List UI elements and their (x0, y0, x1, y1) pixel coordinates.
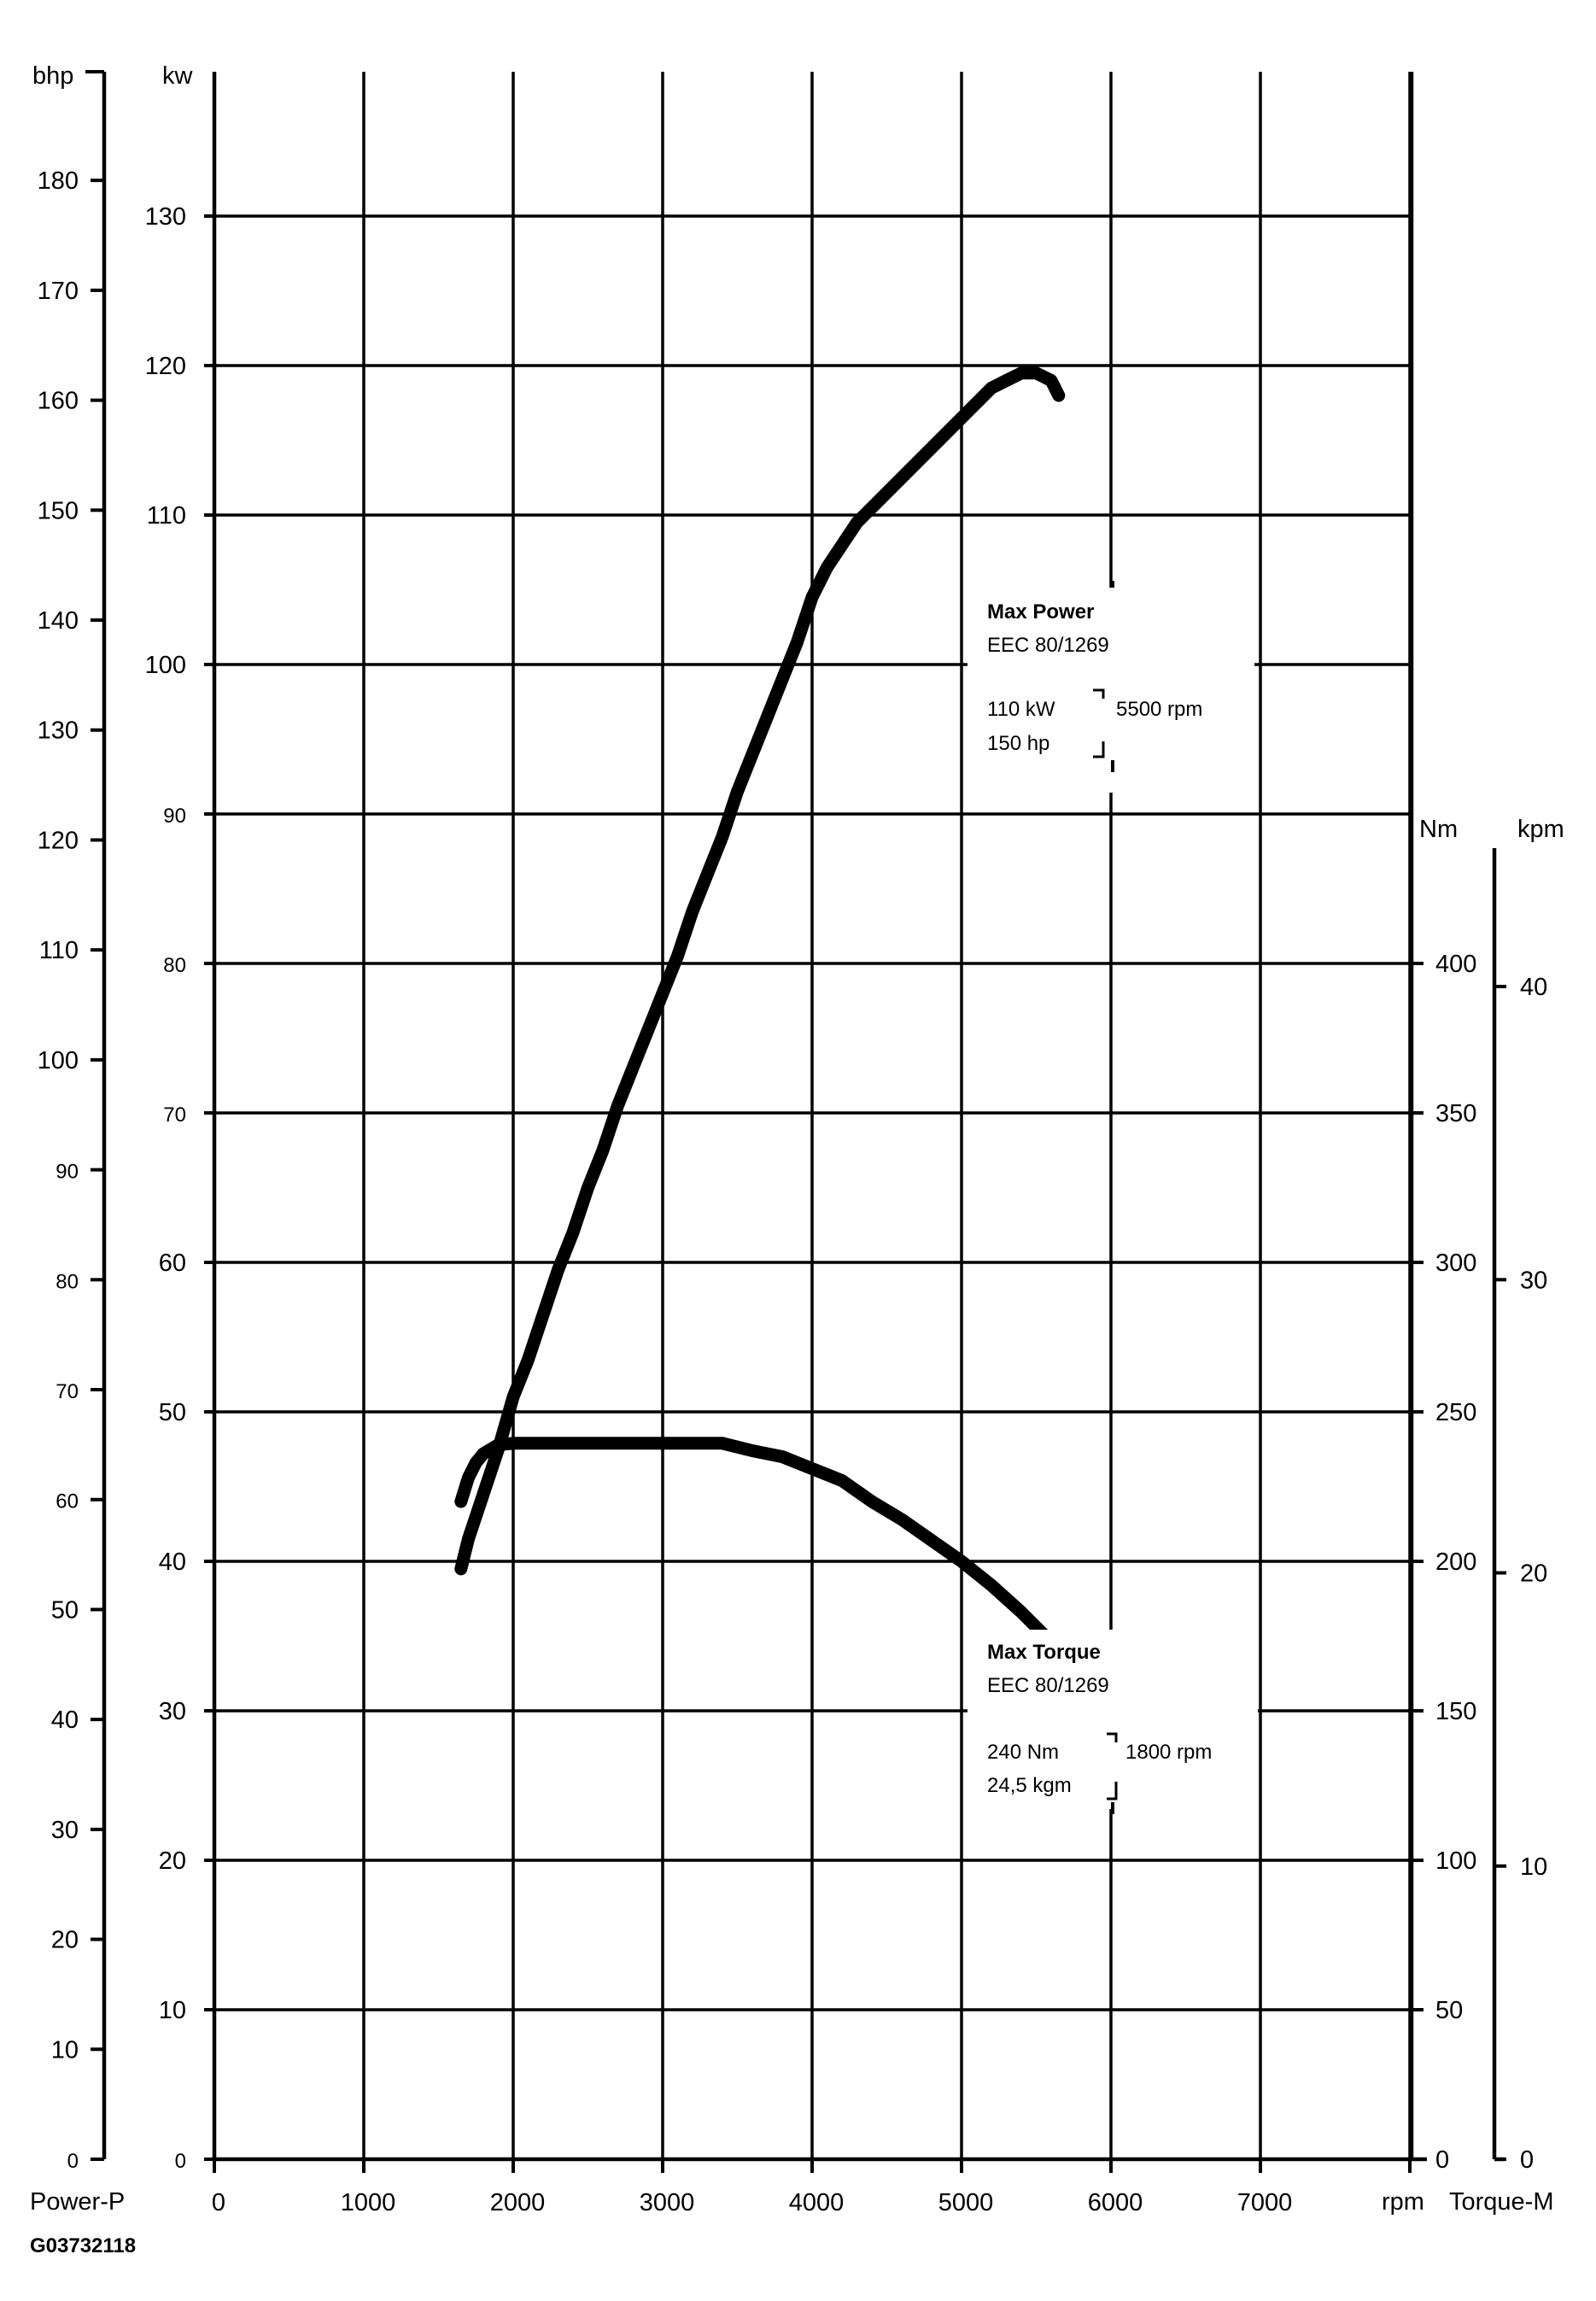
chart-grid (214, 72, 1412, 2159)
rpm-tick-label: 0 (212, 2189, 225, 2216)
bhp-tick-label: 20 (51, 1927, 79, 1954)
max-torque-standard: EEC 80/1269 (987, 1674, 1109, 1697)
kw-tick-label: 40 (159, 1549, 186, 1576)
bhp-tick-label: 160 (38, 388, 79, 415)
bhp-tick-label: 150 (38, 497, 79, 524)
nm-tick-label: 250 (1435, 1399, 1476, 1426)
kw-tick-label: 10 (159, 1997, 186, 2024)
bhp-tick-label: 10 (51, 2036, 79, 2064)
max-torque-kgm: 24,5 kgm (987, 1774, 1072, 1797)
nm-tick-label: 50 (1435, 1997, 1463, 2024)
nm-tick-label: 100 (1435, 1847, 1476, 1875)
nm-tick-label: 350 (1435, 1100, 1476, 1127)
kw-tick-label: 130 (145, 203, 186, 231)
max-torque-annotation: Max Torque EEC 80/1269 240 Nm 24,5 kgm 1… (968, 1630, 1258, 1814)
kw-tick-label: 110 (147, 502, 186, 530)
rpm-tick-label: 4000 (789, 2189, 845, 2216)
kw-tick-label: 70 (163, 1104, 186, 1127)
max-torque-bracket (1107, 1732, 1118, 1800)
max-power-hp: 150 hp (987, 732, 1049, 755)
kw-tick-label: 60 (159, 1250, 186, 1277)
tick-labels: 0 1000 2000 3000 4000 5000 6000 700001020304050… (38, 167, 1548, 2216)
rpm-tick-label: 5000 (938, 2189, 994, 2216)
bhp-tick-label: 50 (51, 1596, 79, 1624)
nm-unit-label: Nm (1419, 816, 1458, 843)
bhp-tick-label: 180 (38, 167, 79, 195)
max-torque-rpm: 1800 rpm (1125, 1741, 1212, 1764)
bhp-tick-label: 60 (56, 1490, 79, 1514)
torque-axis-title: Torque-M (1449, 2188, 1554, 2216)
bhp-tick-label: 30 (51, 1817, 79, 1844)
nm-tick-label: 0 (1435, 2146, 1449, 2174)
annotation-backdrop (968, 1630, 1258, 1809)
kw-tick-label: 50 (159, 1399, 186, 1426)
bhp-tick-label: 140 (38, 607, 79, 635)
bhp-tick-label: 130 (38, 717, 79, 745)
kw-tick-label: 30 (159, 1698, 186, 1725)
kpm-tick-label: 10 (1520, 1853, 1547, 1881)
torque-curve (454, 1437, 1066, 1658)
kw-tick-label: 20 (159, 1847, 186, 1875)
rpm-tick-label: 7000 (1237, 2189, 1293, 2216)
rpm-tick-label: 2000 (490, 2189, 546, 2216)
annotation-backdrop (968, 588, 1254, 793)
kpm-tick-label: 30 (1520, 1267, 1547, 1294)
bhp-tick-label: 110 (39, 937, 79, 964)
kw-tick-label: 100 (145, 652, 186, 679)
max-power-title: Max Power (987, 600, 1094, 624)
kpm-tick-label: 40 (1520, 974, 1547, 1001)
bhp-tick-label: 100 (38, 1047, 79, 1074)
max-power-annotation: Max Power EEC 80/1269 110 kW 150 hp 5500… (968, 581, 1254, 793)
kw-tick-label: 0 (175, 2150, 186, 2173)
bhp-tick-label: 90 (56, 1161, 79, 1184)
rpm-tick-label: 3000 (640, 2189, 695, 2216)
max-power-rpm: 5500 rpm (1116, 698, 1202, 721)
bhp-tick-label: 170 (38, 278, 79, 305)
chart-curves (454, 366, 1066, 1658)
kw-unit-label: kw (162, 62, 194, 90)
nm-tick-label: 300 (1435, 1250, 1476, 1277)
bhp-tick-label: 0 (67, 2150, 79, 2173)
max-power-kw: 110 kW (987, 698, 1055, 721)
power-axis-title: Power-P (30, 2188, 125, 2216)
max-power-bracket (1093, 688, 1105, 758)
nm-tick-label: 400 (1435, 951, 1476, 978)
kpm-tick-label: 20 (1520, 1560, 1547, 1588)
kpm-tick-label: 0 (1520, 2146, 1534, 2174)
bhp-tick-label: 70 (56, 1380, 79, 1403)
nm-tick-label: 150 (1435, 1698, 1476, 1725)
kw-tick-label: 80 (163, 954, 186, 977)
max-power-standard: EEC 80/1269 (987, 634, 1109, 657)
kpm-unit-label: kpm (1517, 816, 1564, 843)
rpm-axis-label: rpm (1382, 2188, 1424, 2216)
rpm-tick-label: 1000 (341, 2189, 396, 2216)
bhp-unit-label: bhp (32, 62, 73, 90)
kw-tick-label: 120 (145, 353, 186, 380)
rpm-tick-label: 6000 (1088, 2189, 1143, 2216)
bhp-tick-label: 80 (56, 1270, 79, 1293)
bhp-tick-label: 40 (51, 1707, 79, 1734)
max-torque-nm: 240 Nm (987, 1741, 1059, 1764)
figure-id: G03732118 (30, 2234, 136, 2257)
nm-tick-label: 200 (1435, 1549, 1476, 1576)
max-torque-title: Max Torque (987, 1641, 1101, 1664)
kw-tick-label: 90 (163, 805, 186, 828)
bhp-tick-label: 120 (38, 827, 79, 854)
chart-axes (85, 70, 1506, 2173)
power-curve (454, 366, 1066, 1576)
